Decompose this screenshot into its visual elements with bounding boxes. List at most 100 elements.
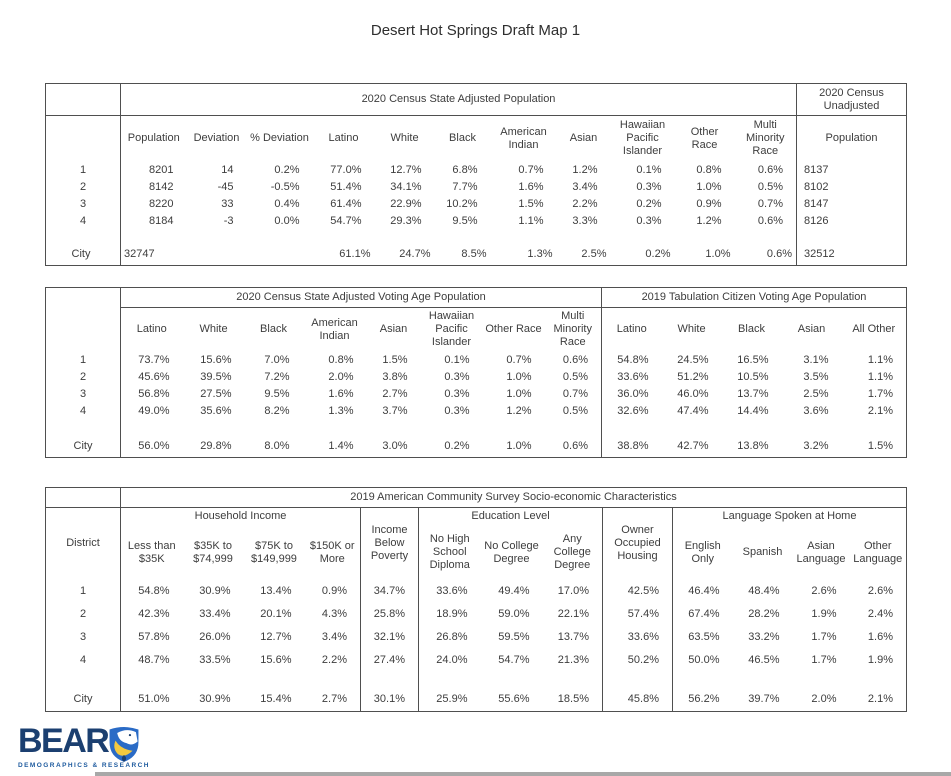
- data-cell: [245, 420, 303, 436]
- data-cell: 3.3%: [572, 215, 598, 227]
- table-row: City 32747 61.1% 24.7% 8.5% 1.3% 2.5% 0.2% 1.0% 0…: [45, 243, 907, 266]
- data-cell: 46.5%: [748, 654, 780, 666]
- data-cell: 1.0%: [506, 388, 532, 400]
- data-cell: [850, 672, 907, 688]
- data-cell: [303, 420, 367, 436]
- row-label: 4: [45, 402, 121, 420]
- data-cell: 54.7%: [330, 215, 362, 227]
- header-cell: $75K to $149,999: [251, 539, 297, 565]
- data-cell: [557, 230, 611, 244]
- bottom-edge-strip: [95, 772, 951, 776]
- data-cell: 0.7%: [518, 164, 544, 176]
- data-cell: 33.4%: [199, 608, 231, 620]
- table-row: 1 73.7% 15.6% 7.0% 0.8% 1.5% 0.1% 0.7% 0.6% 54.8%…: [45, 351, 907, 369]
- data-cell: 0.6%: [766, 248, 792, 261]
- row-label: 1: [45, 351, 121, 369]
- header-cell: Black: [260, 323, 287, 336]
- data-cell: 2.2%: [321, 654, 347, 666]
- table-row: 3 8220 33 0.4% 61.4% 22.9% 10.2% 1.5% 2.2% 0.2% 0.…: [45, 195, 907, 213]
- data-cell: 33.6%: [602, 625, 673, 649]
- data-cell: 8184: [149, 215, 174, 227]
- data-cell: 45.8%: [602, 687, 673, 712]
- data-cell: 54.8%: [617, 354, 649, 366]
- data-cell: [673, 672, 733, 688]
- row-label: [45, 229, 121, 244]
- header-cell: Any College Degree: [553, 533, 591, 571]
- data-cell: 8201: [149, 164, 174, 176]
- bear-shield-icon: [107, 724, 141, 764]
- header-cell: $35K to $74,999: [193, 539, 233, 565]
- data-cell: 1.9%: [867, 654, 893, 666]
- data-cell: 0.7%: [757, 198, 783, 210]
- data-cell: 1.1%: [518, 215, 544, 227]
- data-cell: 73.7%: [138, 354, 170, 366]
- header-cell: 2019 American Community Survey Socio-eco…: [120, 487, 907, 508]
- data-cell: 56.2%: [688, 693, 720, 706]
- data-cell: 13.4%: [260, 585, 292, 597]
- data-cell: 33.6%: [436, 585, 468, 597]
- data-cell: 0.3%: [636, 215, 662, 227]
- table-row: 2 42.3% 33.4% 20.1% 4.3% 25.8% 18.9% 59.0% 22.1%…: [45, 602, 907, 626]
- data-cell: 4.3%: [321, 608, 347, 620]
- data-cell: 0.2%: [444, 440, 470, 453]
- header-cell: No College Degree: [484, 539, 539, 565]
- row-label: [45, 419, 121, 436]
- data-cell: 3.0%: [382, 440, 408, 453]
- data-cell: 1.0%: [696, 181, 722, 193]
- header-cell: Asian: [797, 323, 826, 336]
- page-title: Desert Hot Springs Draft Map 1: [370, 22, 581, 39]
- data-cell: 1.6%: [328, 388, 354, 400]
- data-cell: 25.9%: [436, 693, 468, 706]
- data-cell: 28.2%: [748, 608, 780, 620]
- data-cell: 56.0%: [138, 440, 170, 453]
- data-cell: [247, 230, 313, 244]
- data-cell: [419, 672, 481, 688]
- data-cell: [675, 230, 735, 244]
- data-cell: 1.5%: [382, 354, 408, 366]
- data-cell: 14.4%: [737, 405, 769, 417]
- data-cell: 54.7%: [498, 654, 530, 666]
- data-cell: 57.4%: [602, 602, 673, 626]
- data-cell: 46.0%: [677, 388, 709, 400]
- data-cell: 0.0%: [274, 215, 300, 227]
- data-cell: 1.9%: [811, 608, 837, 620]
- data-cell: [183, 420, 245, 436]
- header-cell: Asian: [569, 132, 598, 145]
- data-cell: 34.7%: [360, 579, 419, 603]
- data-cell: 50.2%: [602, 648, 673, 672]
- data-cell: 8147: [796, 195, 907, 213]
- table-row: 1 54.8% 30.9% 13.4% 0.9% 34.7% 33.6% 49.4% 17.0%…: [45, 579, 907, 603]
- data-cell: 22.1%: [557, 608, 589, 620]
- header-cell: Asian: [379, 323, 408, 336]
- header-cell: American Indian: [500, 125, 547, 151]
- data-cell: [842, 420, 907, 436]
- data-cell: 1.6%: [518, 181, 544, 193]
- data-cell: 34.1%: [390, 181, 422, 193]
- data-cell: 30.1%: [360, 687, 419, 712]
- empty-header-cell: [45, 487, 121, 508]
- data-cell: 12.7%: [390, 164, 422, 176]
- data-cell: [313, 230, 375, 244]
- header-cell: Population: [127, 132, 180, 145]
- data-cell: 32.6%: [617, 405, 649, 417]
- data-cell: 1.2%: [696, 215, 722, 227]
- data-cell: 0.2%: [645, 248, 671, 261]
- data-cell: 26.0%: [199, 631, 231, 643]
- data-cell: 29.8%: [200, 440, 232, 453]
- data-cell: 29.3%: [390, 215, 422, 227]
- data-cell: 1.7%: [811, 631, 837, 643]
- table-row: 3 57.8% 26.0% 12.7% 3.4% 32.1% 26.8% 59.5% 13.7%…: [45, 625, 907, 649]
- data-cell: 50.0%: [688, 654, 720, 666]
- adjusted-population-table: 2020 Census State Adjusted Population 202…: [45, 83, 907, 266]
- header-cell: Language Spoken at Home: [722, 510, 857, 523]
- data-cell: 0.7%: [544, 385, 602, 403]
- data-cell: [483, 420, 545, 436]
- data-cell: 1.7%: [867, 388, 893, 400]
- data-cell: 51.0%: [138, 693, 170, 706]
- data-cell: 8102: [796, 178, 907, 196]
- row-label: 4: [45, 212, 121, 230]
- data-cell: 57.8%: [138, 631, 170, 643]
- header-cell: Spanish: [742, 546, 783, 558]
- data-cell: 51.2%: [677, 371, 709, 383]
- data-cell: 2.7%: [321, 693, 347, 706]
